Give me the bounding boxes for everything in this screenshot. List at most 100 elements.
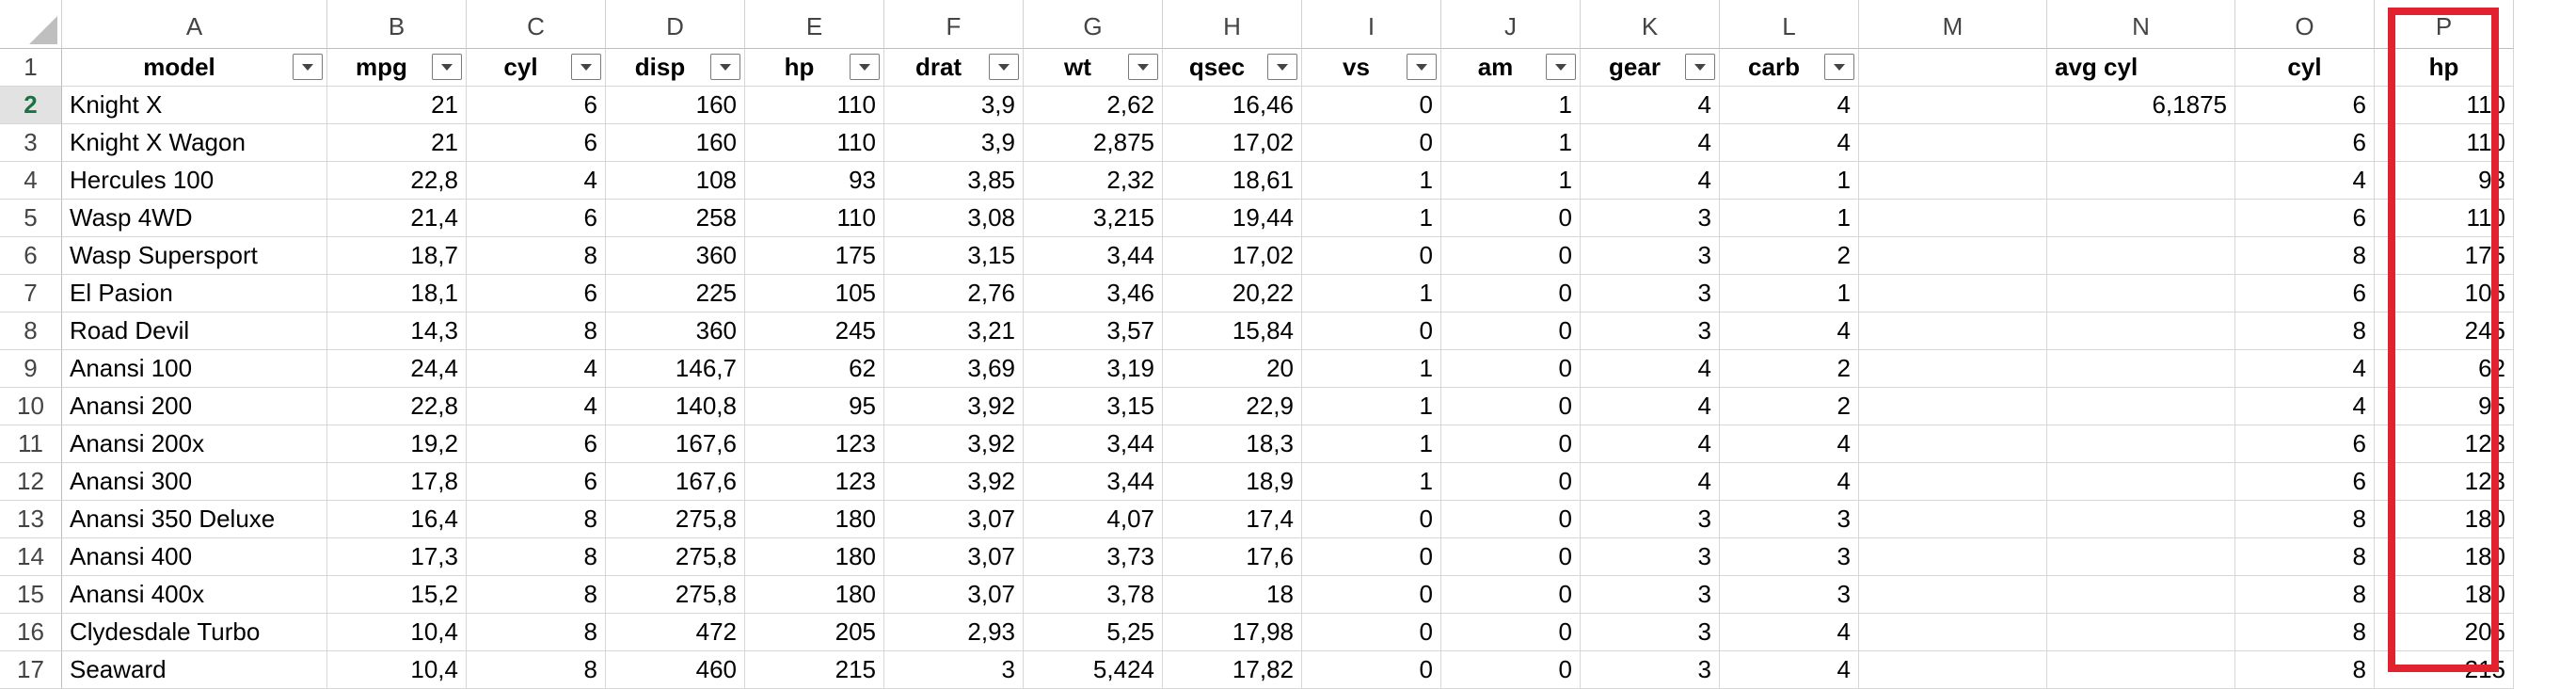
cell-model[interactable]: Anansi 300: [62, 463, 327, 501]
cell-wt[interactable]: 2,62: [1024, 87, 1163, 124]
cell-hp[interactable]: 175: [745, 237, 884, 275]
cell-carb[interactable]: 4: [1720, 425, 1859, 463]
cell-mpg[interactable]: 17,8: [327, 463, 467, 501]
filter-dropdown-icon[interactable]: [1267, 54, 1297, 80]
cell-wt[interactable]: 5,25: [1024, 614, 1163, 651]
cell-cyl[interactable]: 4: [467, 350, 606, 388]
cell-hp-p[interactable]: 180: [2375, 501, 2514, 538]
cell-model[interactable]: Anansi 200: [62, 388, 327, 425]
column-header-o[interactable]: O: [2235, 0, 2375, 49]
cell-m1[interactable]: [1859, 49, 2047, 87]
cell-wt[interactable]: 3,44: [1024, 463, 1163, 501]
cell-wt[interactable]: 3,215: [1024, 200, 1163, 237]
cell-am[interactable]: 0: [1441, 350, 1581, 388]
cell-hp-p[interactable]: 180: [2375, 538, 2514, 576]
cell-gear[interactable]: 3: [1581, 275, 1720, 312]
cell-gear[interactable]: 3: [1581, 538, 1720, 576]
cell-m[interactable]: [1859, 275, 2047, 312]
cell-vs[interactable]: 1: [1302, 463, 1441, 501]
cell-hp-p[interactable]: 110: [2375, 124, 2514, 162]
cell-model[interactable]: Anansi 400x: [62, 576, 327, 614]
cell-model[interactable]: Seaward: [62, 651, 327, 689]
cell-hp[interactable]: 215: [745, 651, 884, 689]
cell-hp[interactable]: 110: [745, 87, 884, 124]
cell-hp-p[interactable]: 215: [2375, 651, 2514, 689]
cell-disp[interactable]: 460: [606, 651, 745, 689]
cell-gear[interactable]: 3: [1581, 651, 1720, 689]
row-number[interactable]: 14: [0, 538, 62, 576]
cell-hp[interactable]: 95: [745, 388, 884, 425]
cell-drat[interactable]: 3,15: [884, 237, 1024, 275]
cell-cyl[interactable]: 6: [467, 200, 606, 237]
row-number[interactable]: 6: [0, 237, 62, 275]
cell-hp[interactable]: 123: [745, 463, 884, 501]
cell-m[interactable]: [1859, 87, 2047, 124]
column-header-p[interactable]: P: [2375, 0, 2514, 49]
cell-disp[interactable]: 275,8: [606, 576, 745, 614]
cell-cyl-o[interactable]: 6: [2235, 200, 2375, 237]
cell-model[interactable]: Anansi 100: [62, 350, 327, 388]
cell-model[interactable]: Hercules 100: [62, 162, 327, 200]
cell-mpg[interactable]: 22,8: [327, 162, 467, 200]
cell-vs[interactable]: 1: [1302, 162, 1441, 200]
row-number[interactable]: 7: [0, 275, 62, 312]
cell-gear[interactable]: 4: [1581, 87, 1720, 124]
cell-wt[interactable]: 2,32: [1024, 162, 1163, 200]
cell-cyl-o[interactable]: 8: [2235, 538, 2375, 576]
cell-gear[interactable]: 4: [1581, 388, 1720, 425]
cell-cyl[interactable]: 6: [467, 425, 606, 463]
cell-hp[interactable]: 180: [745, 576, 884, 614]
cell-hp-p[interactable]: 62: [2375, 350, 2514, 388]
cell-am[interactable]: 0: [1441, 576, 1581, 614]
cell-avg-cyl[interactable]: [2047, 312, 2235, 350]
cell-am[interactable]: 0: [1441, 651, 1581, 689]
cell-cyl-o[interactable]: 4: [2235, 162, 2375, 200]
cell-cyl[interactable]: 8: [467, 576, 606, 614]
cell-model[interactable]: Clydesdale Turbo: [62, 614, 327, 651]
cell-mpg[interactable]: 18,1: [327, 275, 467, 312]
cell-gear[interactable]: 4: [1581, 124, 1720, 162]
cell-hp[interactable]: 110: [745, 124, 884, 162]
cell-vs[interactable]: 1: [1302, 350, 1441, 388]
row-number[interactable]: 9: [0, 350, 62, 388]
cell-m[interactable]: [1859, 614, 2047, 651]
cell-m[interactable]: [1859, 501, 2047, 538]
cell-disp[interactable]: 275,8: [606, 538, 745, 576]
cell-cyl-o[interactable]: 6: [2235, 463, 2375, 501]
cell-drat[interactable]: 3,69: [884, 350, 1024, 388]
cell-gear[interactable]: 3: [1581, 576, 1720, 614]
cell-disp[interactable]: 167,6: [606, 425, 745, 463]
cell-drat[interactable]: 3,92: [884, 425, 1024, 463]
cell-hp-p[interactable]: 245: [2375, 312, 2514, 350]
row-number[interactable]: 15: [0, 576, 62, 614]
cell-qsec[interactable]: 15,84: [1163, 312, 1302, 350]
cell-m[interactable]: [1859, 124, 2047, 162]
cell-qsec[interactable]: 17,02: [1163, 124, 1302, 162]
cell-carb[interactable]: 4: [1720, 614, 1859, 651]
cell-gear[interactable]: 4: [1581, 463, 1720, 501]
cell-gear[interactable]: 3: [1581, 237, 1720, 275]
cell-cyl[interactable]: 6: [467, 124, 606, 162]
cell-mpg[interactable]: 14,3: [327, 312, 467, 350]
cell-cyl[interactable]: 6: [467, 87, 606, 124]
cell-wt[interactable]: 2,875: [1024, 124, 1163, 162]
filter-dropdown-icon[interactable]: [989, 54, 1019, 80]
column-header-b[interactable]: B: [327, 0, 467, 49]
column-header-a[interactable]: A: [62, 0, 327, 49]
cell-cyl-o[interactable]: 8: [2235, 501, 2375, 538]
cell-cyl[interactable]: 6: [467, 463, 606, 501]
cell-mpg[interactable]: 21,4: [327, 200, 467, 237]
cell-carb[interactable]: 1: [1720, 275, 1859, 312]
cell-am[interactable]: 0: [1441, 463, 1581, 501]
cell-model[interactable]: Anansi 350 Deluxe: [62, 501, 327, 538]
cell-qsec[interactable]: 16,46: [1163, 87, 1302, 124]
cell-carb[interactable]: 3: [1720, 538, 1859, 576]
filter-dropdown-icon[interactable]: [1128, 54, 1158, 80]
column-header-c[interactable]: C: [467, 0, 606, 49]
cell-carb[interactable]: 1: [1720, 200, 1859, 237]
cell-m[interactable]: [1859, 425, 2047, 463]
cell-cyl[interactable]: 8: [467, 538, 606, 576]
row-number[interactable]: 1: [0, 49, 62, 87]
cell-wt[interactable]: 3,44: [1024, 237, 1163, 275]
cell-avg-cyl[interactable]: [2047, 463, 2235, 501]
